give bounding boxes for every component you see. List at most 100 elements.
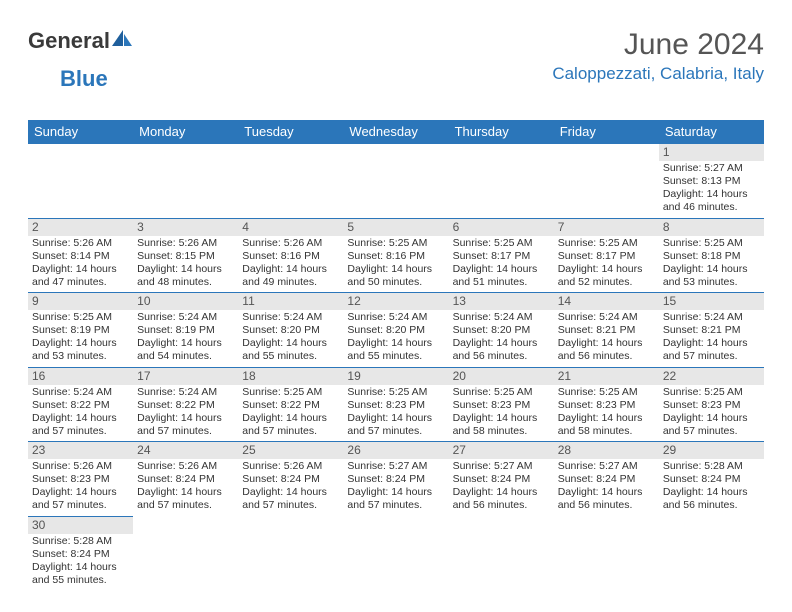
daylight-text: and 57 minutes. — [242, 499, 339, 512]
weekday-header: Wednesday — [343, 120, 448, 144]
sunrise-text: Sunrise: 5:24 AM — [558, 311, 655, 324]
sunrise-text: Sunrise: 5:26 AM — [32, 237, 129, 250]
daylight-text: and 50 minutes. — [347, 276, 444, 289]
calendar-day-cell — [449, 144, 554, 219]
calendar-body: 1Sunrise: 5:27 AMSunset: 8:13 PMDaylight… — [28, 144, 764, 591]
sunset-text: Sunset: 8:24 PM — [32, 548, 129, 561]
day-number: 25 — [238, 442, 343, 459]
sunset-text: Sunset: 8:16 PM — [242, 250, 339, 263]
sunset-text: Sunset: 8:14 PM — [32, 250, 129, 263]
sunrise-text: Sunrise: 5:26 AM — [137, 237, 234, 250]
calendar-day-cell: 9Sunrise: 5:25 AMSunset: 8:19 PMDaylight… — [28, 293, 133, 368]
sunset-text: Sunset: 8:23 PM — [347, 399, 444, 412]
daylight-text: and 46 minutes. — [663, 201, 760, 214]
sunrise-text: Sunrise: 5:26 AM — [137, 460, 234, 473]
calendar-day-cell: 29Sunrise: 5:28 AMSunset: 8:24 PMDayligh… — [659, 442, 764, 517]
day-number: 7 — [554, 219, 659, 236]
day-number: 6 — [449, 219, 554, 236]
daylight-text: and 56 minutes. — [453, 499, 550, 512]
sunset-text: Sunset: 8:24 PM — [347, 473, 444, 486]
sunset-text: Sunset: 8:22 PM — [32, 399, 129, 412]
calendar-day-cell: 1Sunrise: 5:27 AMSunset: 8:13 PMDaylight… — [659, 144, 764, 219]
day-number: 14 — [554, 293, 659, 310]
calendar-day-cell — [343, 516, 448, 590]
sunrise-text: Sunrise: 5:26 AM — [242, 237, 339, 250]
sunrise-text: Sunrise: 5:27 AM — [663, 162, 760, 175]
day-number: 15 — [659, 293, 764, 310]
calendar-day-cell: 12Sunrise: 5:24 AMSunset: 8:20 PMDayligh… — [343, 293, 448, 368]
sunrise-text: Sunrise: 5:25 AM — [242, 386, 339, 399]
calendar-day-cell: 19Sunrise: 5:25 AMSunset: 8:23 PMDayligh… — [343, 367, 448, 442]
sunset-text: Sunset: 8:24 PM — [453, 473, 550, 486]
calendar-day-cell: 17Sunrise: 5:24 AMSunset: 8:22 PMDayligh… — [133, 367, 238, 442]
day-number: 2 — [28, 219, 133, 236]
day-number: 24 — [133, 442, 238, 459]
sunset-text: Sunset: 8:23 PM — [32, 473, 129, 486]
calendar-week-row: 1Sunrise: 5:27 AMSunset: 8:13 PMDaylight… — [28, 144, 764, 219]
daylight-text: Daylight: 14 hours — [558, 263, 655, 276]
sunrise-text: Sunrise: 5:24 AM — [453, 311, 550, 324]
daylight-text: Daylight: 14 hours — [137, 263, 234, 276]
daylight-text: and 57 minutes. — [347, 425, 444, 438]
sunset-text: Sunset: 8:22 PM — [137, 399, 234, 412]
daylight-text: and 57 minutes. — [242, 425, 339, 438]
daylight-text: and 56 minutes. — [558, 350, 655, 363]
sunrise-text: Sunrise: 5:25 AM — [663, 237, 760, 250]
day-number: 10 — [133, 293, 238, 310]
calendar-day-cell: 21Sunrise: 5:25 AMSunset: 8:23 PMDayligh… — [554, 367, 659, 442]
daylight-text: Daylight: 14 hours — [242, 337, 339, 350]
calendar-day-cell: 26Sunrise: 5:27 AMSunset: 8:24 PMDayligh… — [343, 442, 448, 517]
sunset-text: Sunset: 8:20 PM — [347, 324, 444, 337]
calendar-day-cell: 16Sunrise: 5:24 AMSunset: 8:22 PMDayligh… — [28, 367, 133, 442]
daylight-text: Daylight: 14 hours — [137, 412, 234, 425]
day-number: 4 — [238, 219, 343, 236]
daylight-text: Daylight: 14 hours — [347, 337, 444, 350]
day-number: 29 — [659, 442, 764, 459]
calendar-day-cell: 30Sunrise: 5:28 AMSunset: 8:24 PMDayligh… — [28, 516, 133, 590]
daylight-text: and 58 minutes. — [558, 425, 655, 438]
day-number: 9 — [28, 293, 133, 310]
daylight-text: and 57 minutes. — [137, 425, 234, 438]
day-number: 22 — [659, 368, 764, 385]
daylight-text: and 51 minutes. — [453, 276, 550, 289]
weekday-header: Thursday — [449, 120, 554, 144]
day-number: 5 — [343, 219, 448, 236]
daylight-text: Daylight: 14 hours — [663, 337, 760, 350]
calendar-day-cell: 6Sunrise: 5:25 AMSunset: 8:17 PMDaylight… — [449, 218, 554, 293]
calendar-day-cell: 15Sunrise: 5:24 AMSunset: 8:21 PMDayligh… — [659, 293, 764, 368]
daylight-text: Daylight: 14 hours — [242, 412, 339, 425]
sunrise-text: Sunrise: 5:24 AM — [347, 311, 444, 324]
sunset-text: Sunset: 8:16 PM — [347, 250, 444, 263]
daylight-text: Daylight: 14 hours — [453, 412, 550, 425]
sunrise-text: Sunrise: 5:25 AM — [347, 386, 444, 399]
sunset-text: Sunset: 8:21 PM — [558, 324, 655, 337]
daylight-text: and 56 minutes. — [558, 499, 655, 512]
calendar-day-cell — [133, 516, 238, 590]
daylight-text: Daylight: 14 hours — [453, 486, 550, 499]
daylight-text: Daylight: 14 hours — [137, 337, 234, 350]
calendar-week-row: 30Sunrise: 5:28 AMSunset: 8:24 PMDayligh… — [28, 516, 764, 590]
sunrise-text: Sunrise: 5:28 AM — [32, 535, 129, 548]
daylight-text: Daylight: 14 hours — [347, 412, 444, 425]
sunset-text: Sunset: 8:19 PM — [32, 324, 129, 337]
sunrise-text: Sunrise: 5:27 AM — [453, 460, 550, 473]
calendar-day-cell — [554, 516, 659, 590]
calendar-day-cell: 18Sunrise: 5:25 AMSunset: 8:22 PMDayligh… — [238, 367, 343, 442]
calendar-week-row: 16Sunrise: 5:24 AMSunset: 8:22 PMDayligh… — [28, 367, 764, 442]
day-number: 26 — [343, 442, 448, 459]
daylight-text: Daylight: 14 hours — [558, 337, 655, 350]
sunrise-text: Sunrise: 5:25 AM — [558, 237, 655, 250]
day-number: 19 — [343, 368, 448, 385]
daylight-text: and 57 minutes. — [137, 499, 234, 512]
sunset-text: Sunset: 8:24 PM — [137, 473, 234, 486]
weekday-header: Monday — [133, 120, 238, 144]
sunrise-text: Sunrise: 5:25 AM — [453, 237, 550, 250]
logo: General — [28, 28, 134, 54]
daylight-text: Daylight: 14 hours — [242, 486, 339, 499]
daylight-text: Daylight: 14 hours — [347, 486, 444, 499]
daylight-text: and 54 minutes. — [137, 350, 234, 363]
sunset-text: Sunset: 8:20 PM — [242, 324, 339, 337]
calendar-day-cell: 24Sunrise: 5:26 AMSunset: 8:24 PMDayligh… — [133, 442, 238, 517]
calendar-day-cell: 3Sunrise: 5:26 AMSunset: 8:15 PMDaylight… — [133, 218, 238, 293]
day-number: 23 — [28, 442, 133, 459]
